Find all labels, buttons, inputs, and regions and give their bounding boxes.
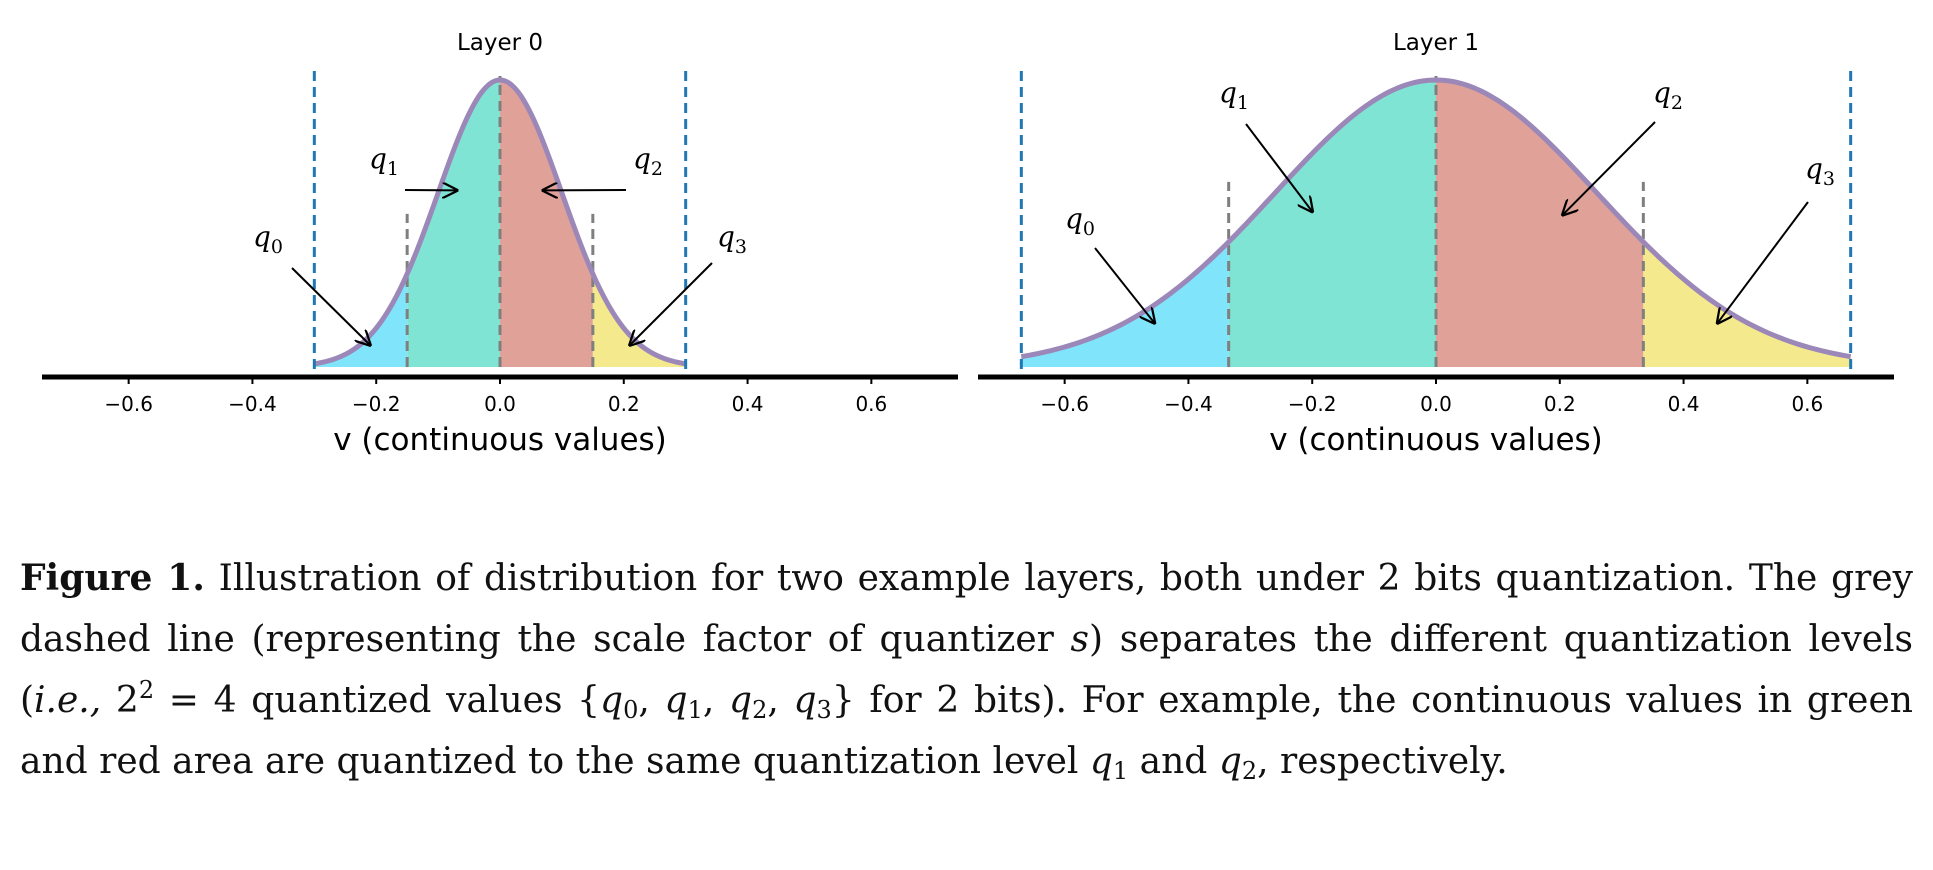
region-q2-area <box>1436 80 1644 367</box>
caption-q0-sub: 0 <box>623 696 639 724</box>
caption-comma: , <box>767 680 779 721</box>
caption-math-s: s <box>1070 619 1090 660</box>
x-tick-label: −0.2 <box>352 392 401 416</box>
caption-q3-sub: 3 <box>816 696 832 724</box>
caption-q0: q <box>600 680 624 721</box>
caption-math-base: 2 <box>115 680 139 721</box>
quantization-level-subscript: 3 <box>735 236 747 258</box>
layer-0-panel: −0.6 −0.4 −0.2 0.0 0.2 0.4 0.6 Layer 0 v (contin… <box>42 30 958 458</box>
quantization-level-arrow <box>1094 247 1154 323</box>
x-tick-label: −0.4 <box>228 392 277 416</box>
x-tick-label: 0.2 <box>608 392 640 416</box>
quantization-level-label-q2: q2 <box>633 142 663 180</box>
caption-q1: q <box>664 680 688 721</box>
x-tick-label: −0.2 <box>1288 392 1337 416</box>
caption-q3: q <box>793 680 817 721</box>
region-q1-area <box>407 80 500 367</box>
caption-text-2: ) separates the different quantization l… <box>20 619 1913 721</box>
quantization-level-arrow <box>1563 121 1656 215</box>
region-q3-area <box>1643 241 1851 367</box>
quantization-level-arrow <box>1718 201 1809 323</box>
figure-1-plots: −0.6 −0.4 −0.2 0.0 0.2 0.4 0.6 Layer 0 v (contin… <box>42 30 1894 458</box>
quantization-level-subscript: 1 <box>1237 92 1249 114</box>
quantization-level-label-q0: q0 <box>253 220 283 258</box>
x-tick-label: −0.4 <box>1164 392 1213 416</box>
quantization-level-label-q3: q3 <box>1805 152 1835 190</box>
x-tick-label: 0.4 <box>1668 392 1700 416</box>
x-tick-label: 0.6 <box>855 392 887 416</box>
quantization-level-subscript: 0 <box>1083 218 1095 240</box>
quantization-level-arrow <box>1245 123 1312 212</box>
quantization-level-subscript: 2 <box>1671 92 1683 114</box>
quantization-level-label-q2: q2 <box>1653 76 1683 114</box>
x-tick-label: −0.6 <box>1040 392 1089 416</box>
x-tick-label: 0.6 <box>1791 392 1823 416</box>
x-axis-label: v (continuous values) <box>333 422 667 458</box>
x-tick-label: 0.4 <box>732 392 764 416</box>
x-tick-label: 0.0 <box>484 392 516 416</box>
caption-text-6: , respectively. <box>1257 741 1508 782</box>
region-q1-area <box>1228 80 1436 367</box>
quantization-level-subscript: 0 <box>271 236 283 258</box>
quantization-level-label-q1: q1 <box>1219 76 1249 114</box>
figure-caption: Figure 1. Illustration of distribution f… <box>20 548 1913 792</box>
caption-math-exponent: 2 <box>138 676 155 704</box>
caption-q2-sub: 2 <box>752 696 768 724</box>
caption-label: Figure 1. <box>20 557 205 599</box>
layer-1-panel: −0.6 −0.4 −0.2 0.0 0.2 0.4 0.6 Layer 1 v (contin… <box>978 30 1894 458</box>
region-q3-area <box>592 273 686 367</box>
caption-comma: , <box>702 680 715 721</box>
region-q0-area <box>1021 241 1229 367</box>
quantization-level-subscript: 2 <box>651 158 663 180</box>
x-tick-label: 0.0 <box>1420 392 1452 416</box>
quantization-level-arrow <box>630 262 713 345</box>
caption-q2-level-sub: 2 <box>1241 757 1258 785</box>
panel-title: Layer 1 <box>1393 30 1479 56</box>
quantization-level-label-q0: q0 <box>1065 202 1095 240</box>
caption-and: and <box>1139 741 1208 782</box>
panel-title: Layer 0 <box>457 30 543 56</box>
quantization-level-label-q3: q3 <box>717 220 747 258</box>
x-tick-label: −0.6 <box>104 392 153 416</box>
caption-text-1: Illustration of distribution for two exa… <box>20 558 1913 660</box>
quantization-level-label-q1: q1 <box>369 142 399 180</box>
quantization-level-arrow <box>291 267 370 345</box>
quantization-level-subscript: 1 <box>387 158 399 180</box>
caption-ie: i.e., <box>34 680 102 721</box>
region-q0-area <box>314 273 408 367</box>
caption-text-4: = 4 quantized values { <box>168 680 601 721</box>
caption-q2: q <box>729 680 753 721</box>
x-tick-label: 0.2 <box>1544 392 1576 416</box>
quantization-level-subscript: 3 <box>1823 168 1835 190</box>
caption-q1-level: q <box>1089 741 1113 782</box>
caption-text-5: } for 2 bits). For example, the continuo… <box>20 680 1913 782</box>
x-axis-label: v (continuous values) <box>1269 422 1603 458</box>
caption-q1-level-sub: 1 <box>1112 757 1129 785</box>
caption-comma: , <box>638 680 650 721</box>
distribution-curve <box>313 77 687 367</box>
region-q2-area <box>500 80 593 367</box>
distribution-curve <box>1020 77 1852 360</box>
caption-q1-sub: 1 <box>687 696 703 724</box>
caption-q2-level: q <box>1218 741 1242 782</box>
